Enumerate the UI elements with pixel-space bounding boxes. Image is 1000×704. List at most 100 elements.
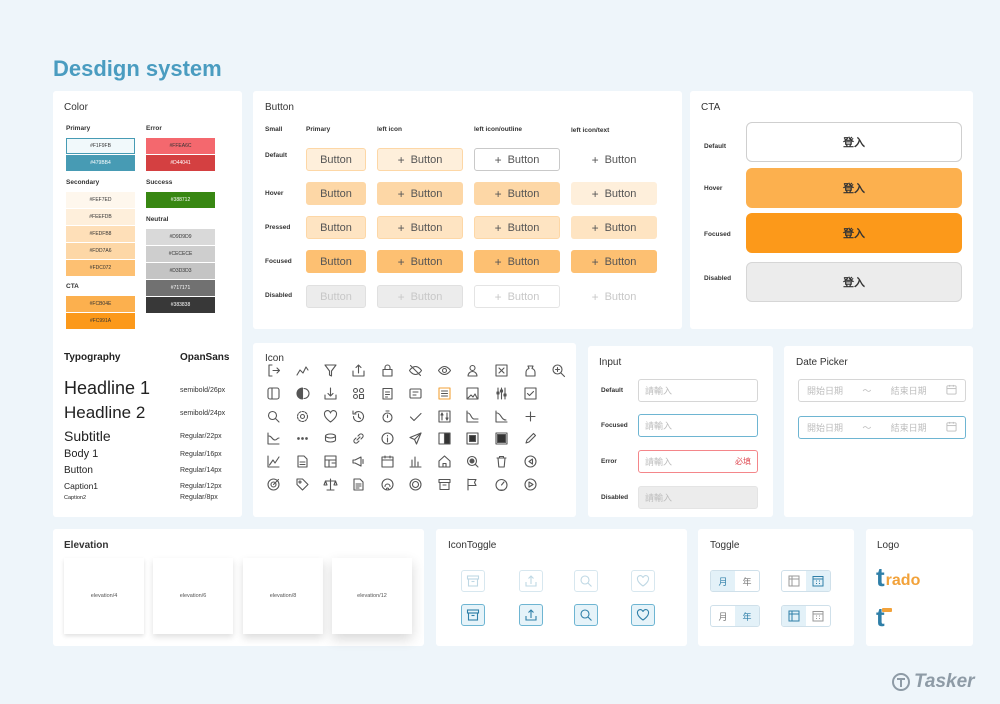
icon-toggle-archive-off[interactable]: [461, 570, 485, 592]
input-default[interactable]: 請輸入: [638, 379, 758, 402]
clipboard-icon: [379, 385, 395, 401]
calendar-grid-icon: [812, 576, 824, 587]
tasker-brand: Tasker: [891, 671, 975, 693]
toggle-calendar-view[interactable]: [806, 606, 830, 626]
plus-icon: +: [397, 152, 405, 167]
image-box-icon: [464, 385, 480, 401]
text-button-default[interactable]: + Button: [591, 152, 637, 167]
cta-title: CTA: [701, 102, 721, 113]
plus-icon: +: [397, 220, 405, 235]
logo-word: rado: [885, 572, 921, 589]
outline-button-focused[interactable]: + Button: [474, 250, 560, 273]
toggle-month-year-2[interactable]: 月 年: [710, 605, 760, 627]
swatch-neutral-4: #717171: [146, 280, 215, 296]
icon-toggle-upload-off[interactable]: [519, 570, 543, 592]
cta-button-hover[interactable]: 登入: [746, 168, 962, 208]
typo-subtitle-spec: Regular/22px: [180, 433, 222, 440]
typo-caption2: Caption2: [64, 495, 87, 501]
cta-button-default[interactable]: 登入: [746, 122, 962, 162]
icon-toggle-search-off[interactable]: [574, 570, 598, 592]
primary-button-focused[interactable]: Button: [306, 250, 366, 273]
toggle-list-view[interactable]: [782, 606, 806, 626]
btn-row-pressed: Pressed: [265, 224, 291, 231]
lock-icon: [379, 362, 395, 378]
toggle-year[interactable]: 年: [742, 576, 752, 587]
input-error[interactable]: 請輸入 必填: [638, 450, 758, 473]
typo-body-1: Body 1: [64, 448, 99, 460]
outline-button-pressed[interactable]: + Button: [474, 216, 560, 239]
trash-icon: [493, 453, 509, 469]
date-picker-title: Date Picker: [796, 357, 848, 368]
outline-button-disabled[interactable]: + Button: [474, 285, 560, 308]
cta-row-focused: Focused: [704, 231, 731, 238]
filter-icon: [322, 362, 338, 378]
toggle-month-year-1[interactable]: 月 年: [710, 570, 760, 592]
elevation-title: Elevation: [64, 540, 109, 551]
text-button-disabled[interactable]: + Button: [591, 289, 637, 304]
icon-toggle-search-on[interactable]: [574, 604, 598, 626]
cta-button-focused[interactable]: 登入: [746, 213, 962, 253]
plus-icon: [522, 408, 538, 424]
date-end: 結束日期: [890, 386, 927, 396]
fingerprint-icon: [379, 476, 395, 492]
left-icon-button-default[interactable]: + Button: [377, 148, 463, 171]
input-focused[interactable]: 請輸入: [638, 414, 758, 437]
calendar-icon: [946, 421, 957, 434]
dashboard-icon: [322, 453, 338, 469]
elevation-12: elevation/12: [332, 558, 412, 634]
left-icon-button-disabled[interactable]: + Button: [377, 285, 463, 308]
left-icon-button-hover[interactable]: + Button: [377, 182, 463, 205]
cta-button-disabled[interactable]: 登入: [746, 262, 962, 302]
back-circle-icon: [522, 453, 538, 469]
doc-list-icon: [350, 476, 366, 492]
outline-button-default[interactable]: + Button: [474, 148, 560, 171]
input-disabled[interactable]: 請輸入: [638, 486, 758, 509]
plus-icon: +: [591, 289, 599, 304]
toggle-calendar-view[interactable]: [806, 571, 830, 591]
calendar-icon: [379, 453, 395, 469]
left-icon-button-pressed[interactable]: + Button: [377, 216, 463, 239]
text-button-hover[interactable]: + Button: [571, 182, 657, 205]
home-icon: [436, 453, 452, 469]
date-picker-default[interactable]: 開始日期 ～ 結束日期: [798, 379, 966, 402]
icon-toggle-heart-off[interactable]: [631, 570, 655, 592]
typo-headline-2: Headline 2: [64, 403, 146, 422]
icon-toggle-archive-on[interactable]: [461, 604, 485, 626]
cta-color-label: CTA: [66, 283, 79, 290]
error-label: Error: [146, 125, 162, 132]
input-title: Input: [599, 357, 622, 368]
primary-button-default[interactable]: Button: [306, 148, 366, 171]
toggle-year[interactable]: 年: [735, 606, 759, 626]
bar-chart-icon: [407, 453, 423, 469]
document-icon: [294, 453, 310, 469]
text-button-focused[interactable]: + Button: [571, 250, 657, 273]
toggle-list-view[interactable]: [782, 571, 806, 591]
swatch-secondary-1: #FEF7ED: [66, 192, 135, 208]
toggle-month[interactable]: 月: [711, 571, 735, 591]
toggle-view-1[interactable]: [781, 570, 831, 592]
swatch-success-1: #388712: [146, 192, 215, 208]
typo-caption2-spec: Regular/8px: [180, 494, 218, 501]
plus-icon: +: [591, 254, 599, 269]
left-icon-button-focused[interactable]: + Button: [377, 250, 463, 273]
primary-button-hover[interactable]: Button: [306, 182, 366, 205]
primary-button-disabled[interactable]: Button: [306, 285, 366, 308]
flag-icon: [464, 476, 480, 492]
icon-title: Icon: [265, 353, 284, 364]
toggle-month[interactable]: 月: [718, 611, 728, 622]
icon-toggle-heart-on[interactable]: [631, 604, 655, 626]
toggle-view-2[interactable]: [781, 605, 831, 627]
receipt-icon: [407, 385, 423, 401]
typo-headline-2-spec: semibold/24px: [180, 410, 226, 417]
outline-button-hover[interactable]: + Button: [474, 182, 560, 205]
apps-icon: [350, 385, 366, 401]
text-button-pressed[interactable]: + Button: [571, 216, 657, 239]
elevation-4: elevation/4: [64, 558, 144, 634]
history-icon: [350, 408, 366, 424]
icon-toggle-upload-on[interactable]: [519, 604, 543, 626]
page-title: Desdign system: [53, 56, 222, 81]
plus-icon: +: [494, 186, 502, 201]
primary-button-pressed[interactable]: Button: [306, 216, 366, 239]
swatch-secondary-3: #FEDFB8: [66, 226, 135, 242]
date-picker-focused[interactable]: 開始日期 ～ 結束日期: [798, 416, 966, 439]
